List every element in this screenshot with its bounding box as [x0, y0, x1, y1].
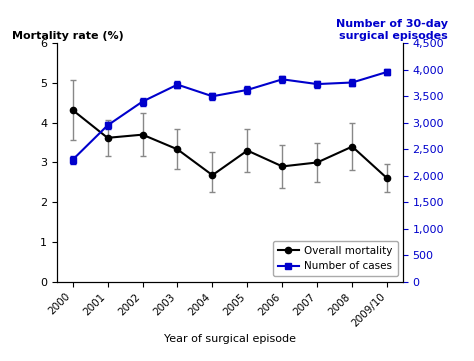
Overall mortality [140, 132, 146, 137]
Line: Overall mortality: Overall mortality [70, 107, 390, 182]
Number of cases [140, 99, 146, 104]
Overall mortality [70, 108, 75, 112]
Overall mortality [349, 144, 355, 149]
Overall mortality [245, 148, 250, 153]
Number of cases [349, 81, 355, 85]
Number of cases [280, 77, 285, 82]
Text: Number of 30-day
surgical episodes: Number of 30-day surgical episodes [336, 19, 448, 41]
Number of cases [70, 158, 75, 162]
Number of cases [245, 88, 250, 92]
Overall mortality [280, 164, 285, 169]
Text: Mortality rate (%): Mortality rate (%) [12, 31, 124, 41]
Number of cases [384, 70, 390, 74]
Overall mortality [384, 176, 390, 180]
Number of cases [105, 123, 110, 127]
Line: Number of cases: Number of cases [70, 69, 390, 163]
Overall mortality [105, 136, 110, 140]
Number of cases [210, 94, 215, 99]
X-axis label: Year of surgical episode: Year of surgical episode [164, 334, 296, 344]
Legend: Overall mortality, Number of cases: Overall mortality, Number of cases [273, 241, 398, 277]
Overall mortality [210, 173, 215, 177]
Number of cases [314, 82, 320, 86]
Overall mortality [174, 147, 180, 152]
Overall mortality [314, 160, 320, 165]
Number of cases [174, 82, 180, 87]
